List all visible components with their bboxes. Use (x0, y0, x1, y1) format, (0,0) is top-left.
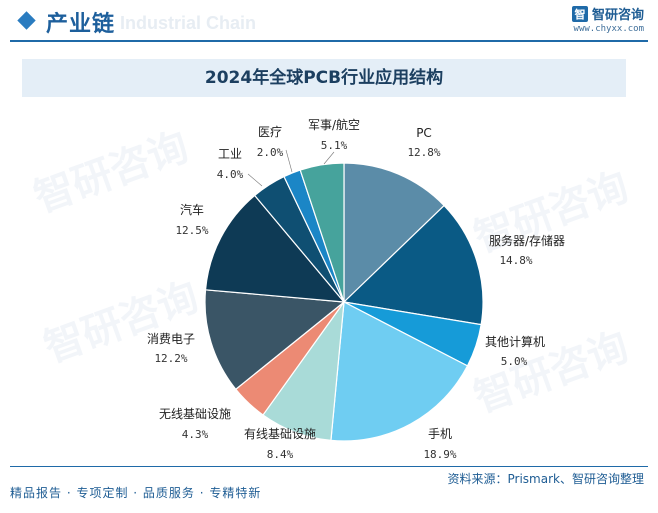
slice-value-label: 5.0% (501, 355, 528, 368)
page-title: 产业链 (46, 12, 116, 37)
brand-logo-icon: 智 (571, 5, 588, 22)
header-ghost-text: Industrial Chain (120, 13, 257, 33)
header-bar: Industrial Chain 产业链 智 智研咨询 www.chyxx.co… (0, 0, 658, 48)
slice-value-label: 4.3% (182, 428, 209, 441)
leader-line (247, 173, 263, 187)
slice-label: 消费电子 (147, 332, 195, 346)
slice-value-label: 8.4% (267, 448, 294, 461)
slice-label: 汽车 (180, 202, 204, 217)
footer-divider (10, 466, 648, 467)
pie-slice-4[interactable] (330, 301, 469, 442)
slice-value-label: 2.0% (257, 146, 284, 159)
footer-slogan: 精品报告 · 专项定制 · 品质服务 · 专精特新 (10, 486, 262, 500)
brand-name: 智研咨询 (591, 8, 644, 23)
slice-value-label: 12.2% (154, 352, 187, 365)
slice-label: 其他计算机 (485, 334, 545, 349)
brand-block[interactable]: 智 智研咨询 www.chyxx.com (571, 4, 644, 34)
header-divider (10, 40, 648, 42)
brand-url[interactable]: www.chyxx.com (573, 24, 644, 34)
slice-label: PC (416, 126, 432, 140)
pie-slice-1[interactable] (343, 162, 445, 304)
source-note: 资料来源：Prismark、智研咨询整理 (447, 472, 644, 486)
pie-slice-7[interactable] (204, 289, 346, 391)
leader-line (285, 149, 293, 173)
slice-label: 有线基础设施 (244, 427, 316, 441)
slice-label: 无线基础设施 (159, 407, 231, 421)
slice-label: 医疗 (258, 125, 282, 139)
slice-value-label: 12.5% (175, 224, 208, 237)
slice-label: 手机 (428, 427, 452, 441)
slice-label: 服务器/存储器 (489, 233, 565, 248)
footer-bar: 资料来源：Prismark、智研咨询整理 精品报告 · 专项定制 · 品质服务 … (0, 466, 658, 513)
slice-value-label: 4.0% (217, 168, 244, 181)
slice-label: 工业 (218, 147, 242, 161)
chart-title: 2024年全球PCB行业应用结构 (22, 59, 626, 97)
slice-value-label: 5.1% (321, 139, 348, 152)
slice-value-label: 18.9% (423, 448, 456, 461)
slice-value-label: 14.8% (499, 254, 532, 267)
pie-slice-11[interactable] (299, 162, 345, 303)
slice-value-label: 12.8% (407, 146, 440, 159)
slice-label: 军事/航空 (308, 117, 360, 132)
pie-slice-8[interactable] (204, 194, 346, 303)
leader-line (323, 151, 335, 165)
pie-slice-2[interactable] (342, 204, 484, 326)
